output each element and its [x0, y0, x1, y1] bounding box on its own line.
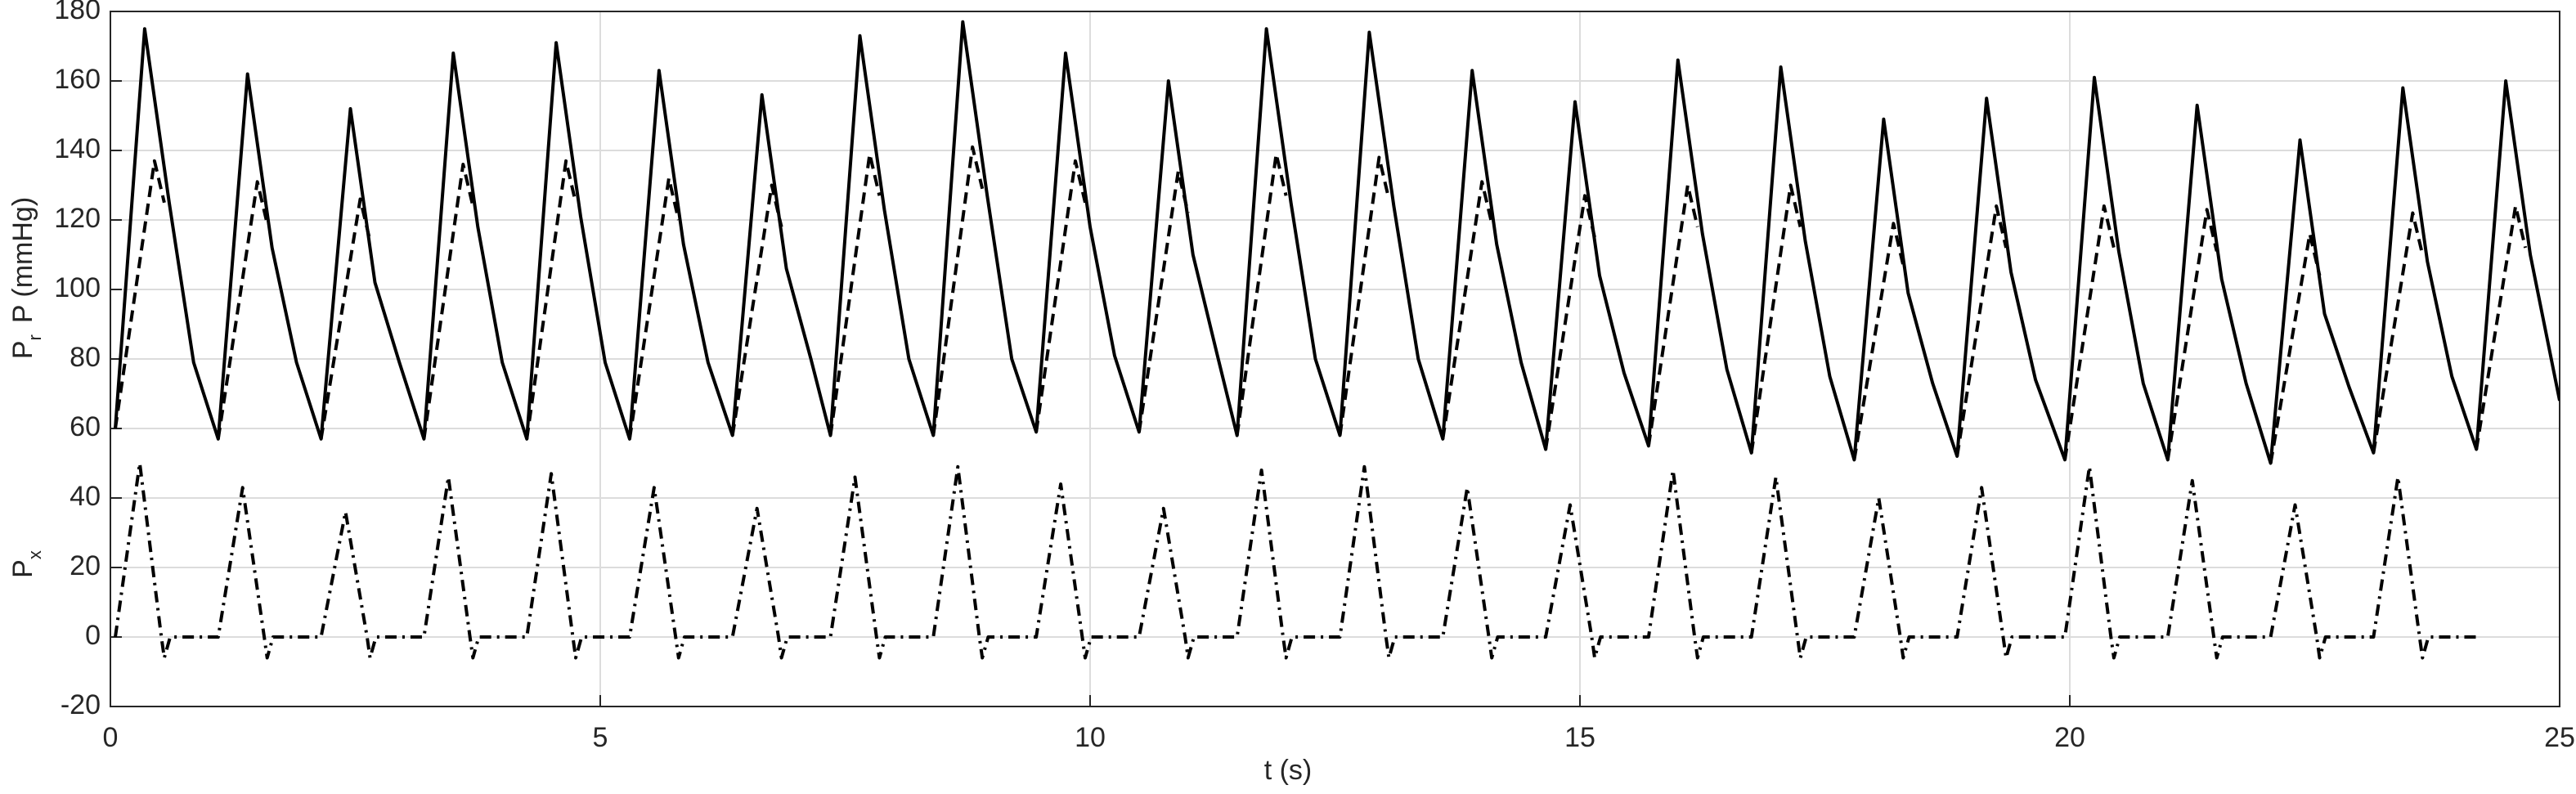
y-tick-label: 40: [70, 481, 101, 512]
y-label-px-sub: x: [25, 550, 45, 559]
plot-frame: [110, 11, 2560, 707]
y-tick-label: 0: [85, 620, 101, 651]
y-tick-label: 20: [70, 550, 101, 581]
line-series: [114, 461, 2482, 660]
y-tick-label: 140: [54, 133, 101, 164]
x-tick-label: 0: [103, 722, 119, 753]
x-tick-label: 20: [2054, 722, 2085, 753]
y-axis-label: Pr P (mmHg): [7, 197, 45, 359]
plot-area: [114, 20, 2560, 660]
y-tick-label: 180: [54, 0, 101, 25]
y-tick-label: 60: [70, 411, 101, 442]
y-tick-label: 120: [54, 203, 101, 234]
y-label-pr-sub: r: [25, 334, 45, 340]
line-series: [114, 145, 2528, 464]
x-axis-label: t (s): [1264, 755, 1313, 786]
y-label-unit: P (mmHg): [7, 197, 38, 323]
x-tick-label: 25: [2544, 722, 2575, 753]
y-label-pr-base: P: [7, 340, 38, 359]
x-tick-label: 15: [1564, 722, 1595, 753]
y-tick-label: -20: [61, 689, 101, 720]
y-tick-label: 80: [70, 342, 101, 373]
y-tick-label: 160: [54, 64, 101, 95]
line-series: [114, 20, 2560, 465]
y-label-px: Px: [7, 550, 45, 578]
y-tick-label: 100: [54, 272, 101, 303]
x-tick-label: 10: [1075, 722, 1106, 753]
y-label-px-base: P: [7, 559, 38, 578]
x-tick-label: 5: [593, 722, 608, 753]
